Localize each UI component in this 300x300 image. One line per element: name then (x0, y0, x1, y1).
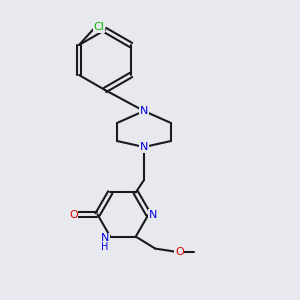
Text: H: H (101, 242, 109, 252)
Text: N: N (101, 233, 109, 243)
Text: N: N (149, 209, 157, 220)
Text: Cl: Cl (93, 22, 104, 32)
Text: N: N (140, 142, 148, 152)
Text: N: N (140, 106, 148, 116)
Text: O: O (175, 247, 184, 256)
Text: O: O (69, 209, 78, 220)
